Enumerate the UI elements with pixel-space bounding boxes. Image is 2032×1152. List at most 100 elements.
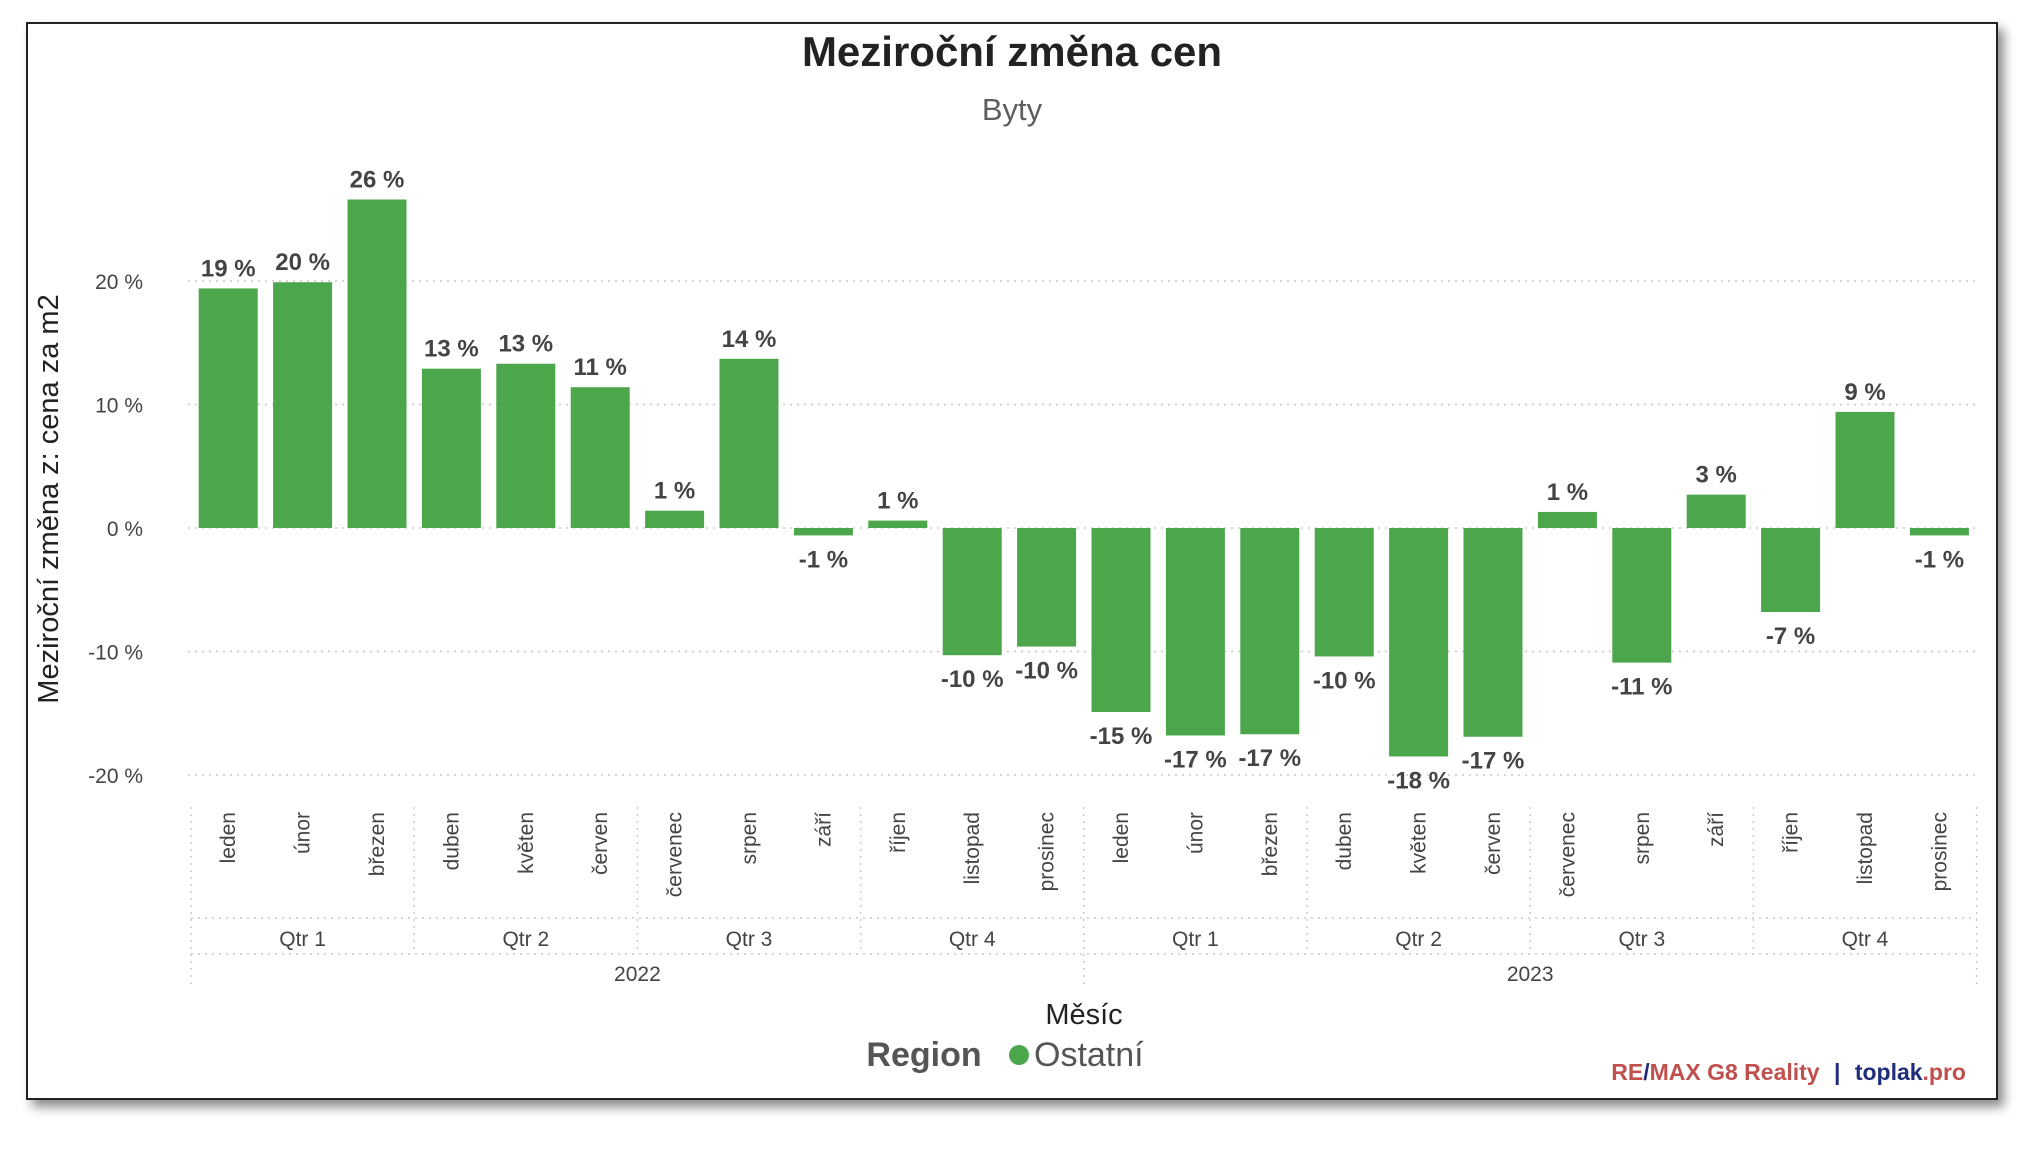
x-tick-label: listopad (1854, 812, 1877, 884)
x-tick-label: červen (1482, 812, 1505, 875)
quarter-label: Qtr 4 (949, 928, 996, 951)
quarter-label: Qtr 3 (726, 928, 773, 951)
x-axis: leden únor březen duben květen červen červenec… (190, 807, 1978, 988)
x-tick-label: leden (217, 812, 240, 863)
data-label: 13 % (498, 331, 553, 358)
chart-subtitle: Byty (982, 92, 1043, 127)
legend: Region Ostatní (866, 1036, 1144, 1074)
data-label: -17 % (1238, 745, 1301, 772)
chart-title: Meziroční změna cen (802, 28, 1222, 75)
data-label: 1 % (877, 488, 918, 515)
y-tick-label: 0 % (107, 518, 143, 541)
bar[interactable] (1909, 528, 1969, 536)
data-label: -1 % (1915, 546, 1964, 573)
data-label: -18 % (1387, 767, 1450, 794)
x-tick-label: únor (292, 812, 315, 854)
data-label: 20 % (275, 249, 330, 276)
bar[interactable] (1240, 528, 1300, 735)
bar[interactable] (421, 368, 481, 528)
data-label: 14 % (722, 326, 777, 353)
credit-brand-slash: / (1643, 1059, 1650, 1085)
bar[interactable] (1835, 411, 1895, 528)
data-label: -15 % (1090, 723, 1153, 750)
data-label: 9 % (1844, 379, 1885, 406)
data-label: -17 % (1462, 748, 1525, 775)
bar[interactable] (1314, 528, 1374, 657)
x-tick-label: srpen (738, 812, 761, 865)
chart-canvas: Meziroční změna cen Byty 20 % 10 % 0 % -10 … (33, 28, 1978, 1074)
x-axis-title: Měsíc (1045, 999, 1122, 1031)
bar[interactable] (347, 199, 407, 529)
bar[interactable] (719, 358, 779, 528)
quarter-label: Qtr 3 (1618, 928, 1665, 951)
x-tick-label: duben (1333, 812, 1356, 870)
x-tick-label: duben (440, 812, 463, 870)
quarter-label: Qtr 2 (1395, 928, 1442, 951)
x-tick-label: červenec (1556, 812, 1579, 897)
year-label: 2023 (1507, 963, 1554, 986)
y-tick-label: 20 % (95, 271, 143, 294)
data-label: -10 % (1313, 667, 1376, 694)
bars (198, 199, 1969, 757)
credit-line: RE/MAX G8 Reality | toplak.pro (1611, 1059, 1966, 1086)
bar[interactable] (1389, 528, 1449, 757)
data-label: -10 % (1015, 658, 1078, 685)
credit-brand-re: RE (1611, 1059, 1644, 1085)
data-label: -10 % (941, 666, 1004, 693)
bar[interactable] (793, 528, 853, 536)
data-label: -7 % (1766, 623, 1815, 650)
x-tick-label: leden (1110, 812, 1133, 863)
quarter-label: Qtr 1 (279, 928, 326, 951)
legend-swatch (1009, 1045, 1029, 1065)
x-tick-label: březen (1259, 812, 1282, 876)
bar[interactable] (1165, 528, 1225, 736)
y-tick-label: 10 % (95, 395, 143, 418)
data-label: -1 % (799, 546, 848, 573)
x-tick-label: prosinec (1036, 812, 1059, 891)
data-label: 26 % (350, 166, 405, 193)
x-tick-label: říjen (1780, 812, 1803, 853)
quarter-label: Qtr 4 (1842, 928, 1889, 951)
x-tick-label: březen (366, 812, 389, 876)
chart-card: Meziroční změna cen Byty 20 % 10 % 0 % -10 … (26, 22, 1998, 1100)
bar[interactable] (570, 387, 630, 528)
bar[interactable] (1761, 528, 1821, 612)
x-tick-label: říjen (887, 812, 910, 853)
y-tick-label: -10 % (88, 642, 143, 665)
x-tick-label: únor (1184, 812, 1207, 854)
credit-site-name[interactable]: toplak (1854, 1059, 1923, 1085)
data-label: 19 % (201, 255, 256, 282)
x-tick-label: květen (515, 812, 538, 874)
data-label: 13 % (424, 336, 479, 363)
legend-series-label[interactable]: Ostatní (1034, 1036, 1144, 1074)
x-tick-label: listopad (961, 812, 984, 884)
bar[interactable] (1612, 528, 1672, 663)
quarter-label: Qtr 1 (1172, 928, 1219, 951)
gridlines (188, 280, 1978, 776)
bar[interactable] (868, 520, 928, 528)
data-label: 1 % (1547, 479, 1588, 506)
x-tick-label: prosinec (1928, 812, 1951, 891)
credit-brand-rest: MAX G8 Reality (1649, 1059, 1820, 1085)
credit-site-tld[interactable]: .pro (1922, 1059, 1966, 1085)
bar[interactable] (496, 363, 556, 528)
x-tick-label: červen (589, 812, 612, 875)
data-label: 1 % (654, 478, 695, 505)
bar[interactable] (1091, 528, 1151, 713)
bar[interactable] (1463, 528, 1523, 737)
bar[interactable] (1686, 494, 1746, 528)
y-axis-title: Meziroční změna z: cena za m2 (33, 294, 65, 703)
x-tick-label: květen (1408, 812, 1431, 874)
data-label: -17 % (1164, 746, 1227, 773)
bar[interactable] (1017, 528, 1077, 647)
x-tick-label: červenec (664, 812, 687, 897)
bar[interactable] (198, 288, 258, 528)
bar[interactable] (942, 528, 1002, 656)
y-tick-label: -20 % (88, 765, 143, 788)
legend-title: Region (866, 1036, 981, 1074)
year-label: 2022 (614, 963, 661, 986)
bar[interactable] (273, 282, 333, 528)
bar[interactable] (1537, 511, 1597, 528)
bar[interactable] (645, 510, 705, 528)
x-tick-label: září (812, 812, 835, 847)
